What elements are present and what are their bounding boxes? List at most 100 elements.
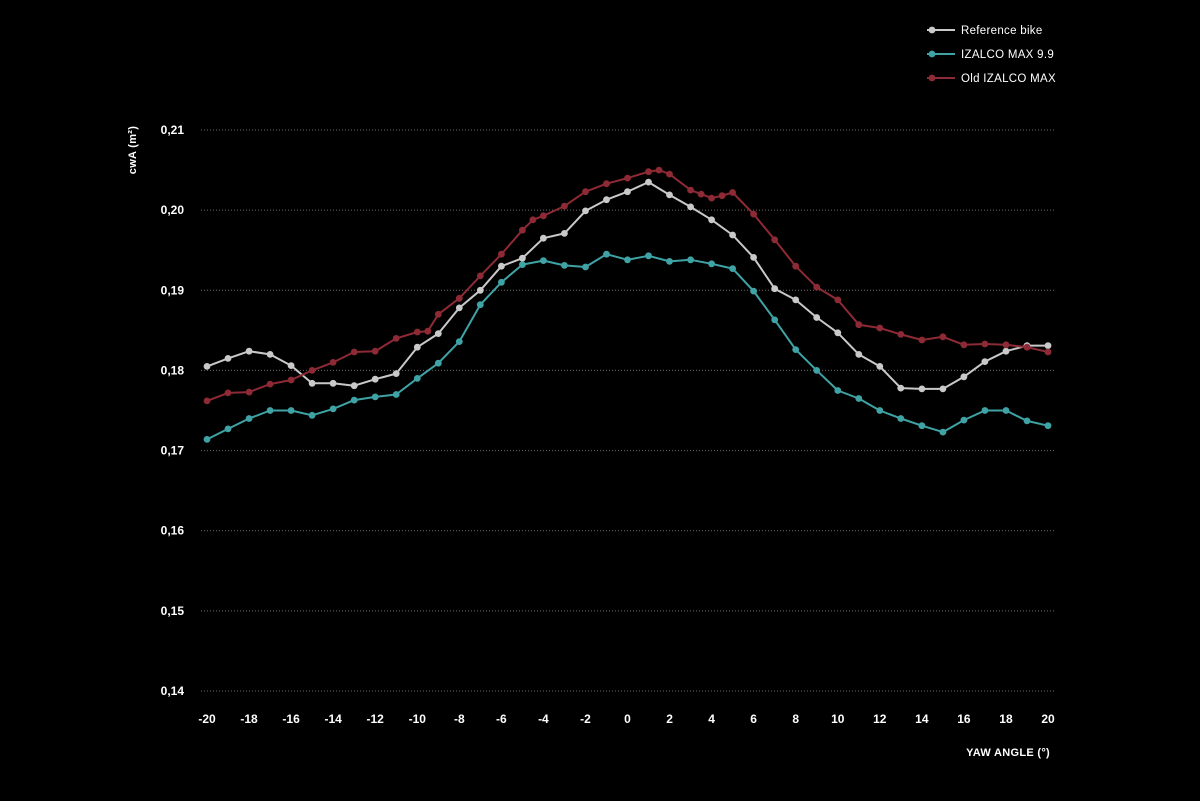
x-tick-label: -4 [538, 712, 549, 726]
data-point-reference-bike [939, 385, 947, 393]
data-point-reference-bike [371, 375, 379, 383]
data-point-izalco-max-9-9 [834, 387, 842, 394]
data-point-izalco-max-9-9 [897, 415, 905, 422]
data-point-izalco-max-9-9 [981, 407, 989, 414]
gridlines [201, 129, 1054, 692]
data-point-izalco-max-9-9 [498, 278, 505, 286]
data-point-old-izalco-max [476, 272, 484, 280]
data-point-reference-bike [981, 358, 989, 365]
data-point-reference-bike [666, 191, 673, 199]
x-axis-label: YAW ANGLE (°) [966, 747, 1050, 759]
x-axis-ticks: -20 -18 -16 -14 -12 -10 -8 -6 -4 -2 0 2 4 6 8 10 12 14 16 1… [198, 712, 1055, 726]
data-point-reference-bike [645, 178, 652, 186]
data-point-reference-bike [918, 385, 926, 393]
data-point-izalco-max-9-9 [224, 425, 232, 433]
data-point-izalco-max-9-9 [876, 407, 884, 414]
y-axis-label: cwA (m²) [127, 126, 139, 174]
legend-item-izalco-max-9-9: IZALCO MAX 9.9 [927, 49, 1054, 61]
x-tick-label: -6 [496, 712, 507, 726]
data-point-reference-bike [603, 196, 610, 204]
x-tick-label: 6 [750, 712, 757, 726]
data-point-old-izalco-max [371, 347, 379, 355]
data-point-reference-bike [708, 216, 715, 224]
x-tick-label: -12 [367, 712, 385, 726]
data-point-reference-bike [792, 296, 800, 304]
data-point-old-izalco-max [1002, 341, 1010, 349]
data-point-izalco-max-9-9 [561, 262, 568, 269]
data-point-old-izalco-max [687, 186, 694, 194]
data-point-old-izalco-max [918, 336, 926, 344]
data-point-old-izalco-max [655, 166, 663, 174]
y-axis-ticks: 0,21 0,20 0,19 0,18 0,17 0,16 0,15 0,14 [161, 123, 185, 698]
x-tick-label: 10 [831, 712, 845, 726]
data-point-izalco-max-9-9 [1044, 422, 1052, 430]
data-point-old-izalco-max [308, 367, 316, 374]
data-point-reference-bike [960, 373, 968, 381]
data-point-reference-bike [266, 351, 274, 358]
series-lines [203, 166, 1052, 443]
data-point-izalco-max-9-9 [813, 367, 821, 374]
data-point-reference-bike [750, 254, 757, 261]
data-point-old-izalco-max [897, 331, 905, 338]
data-point-reference-bike [582, 207, 589, 215]
data-point-old-izalco-max [718, 192, 726, 200]
series-izalco-max-9-9 [203, 250, 1052, 443]
data-point-old-izalco-max [413, 328, 421, 336]
data-point-reference-bike [834, 329, 842, 337]
data-point-izalco-max-9-9 [855, 395, 863, 402]
data-point-old-izalco-max [350, 348, 358, 356]
data-point-old-izalco-max [771, 236, 779, 244]
x-tick-label: 0 [624, 712, 631, 726]
data-point-reference-bike [540, 234, 547, 242]
data-point-reference-bike [413, 343, 421, 351]
data-point-old-izalco-max [529, 216, 537, 224]
y-tick-label: 0,21 [161, 123, 185, 137]
series-line-old-izalco-max [206, 169, 1049, 402]
data-point-izalco-max-9-9 [308, 411, 316, 419]
data-point-izalco-max-9-9 [603, 250, 610, 258]
data-point-izalco-max-9-9 [708, 260, 715, 268]
data-point-reference-bike [519, 254, 526, 262]
data-point-old-izalco-max [960, 341, 968, 349]
x-tick-label: -14 [324, 712, 342, 726]
data-point-old-izalco-max [245, 388, 253, 396]
data-point-old-izalco-max [1044, 348, 1052, 356]
legend-label: Reference bike [961, 25, 1043, 37]
x-tick-label: -16 [282, 712, 300, 726]
data-point-izalco-max-9-9 [582, 263, 589, 271]
data-point-izalco-max-9-9 [266, 407, 274, 414]
data-point-reference-bike [561, 230, 568, 237]
data-point-izalco-max-9-9 [1023, 417, 1031, 425]
data-point-old-izalco-max [266, 380, 274, 388]
data-point-izalco-max-9-9 [624, 256, 631, 264]
data-point-izalco-max-9-9 [476, 301, 484, 309]
data-point-reference-bike [1002, 347, 1010, 355]
data-point-old-izalco-max [750, 210, 757, 218]
x-tick-label: 16 [957, 712, 971, 726]
data-point-reference-bike [813, 314, 821, 321]
x-tick-label: -8 [454, 712, 465, 726]
data-point-old-izalco-max [708, 194, 715, 202]
data-point-old-izalco-max [561, 202, 568, 210]
legend-swatch-marker [928, 26, 936, 34]
data-point-reference-bike [897, 384, 905, 392]
data-point-old-izalco-max [792, 262, 800, 270]
data-point-reference-bike [392, 370, 400, 377]
data-point-old-izalco-max [582, 188, 589, 196]
y-tick-label: 0,18 [161, 363, 185, 377]
data-point-izalco-max-9-9 [350, 396, 358, 404]
data-point-izalco-max-9-9 [918, 422, 926, 430]
data-point-old-izalco-max [624, 174, 631, 182]
x-tick-label: 12 [873, 712, 887, 726]
data-point-izalco-max-9-9 [540, 257, 547, 264]
data-point-reference-bike [771, 285, 779, 293]
data-point-izalco-max-9-9 [960, 416, 968, 424]
data-point-izalco-max-9-9 [687, 256, 694, 264]
data-point-old-izalco-max [1023, 343, 1031, 351]
data-point-izalco-max-9-9 [392, 391, 400, 398]
data-point-izalco-max-9-9 [750, 287, 757, 295]
data-point-izalco-max-9-9 [729, 265, 736, 272]
x-tick-label: -2 [580, 712, 591, 726]
data-point-izalco-max-9-9 [203, 436, 211, 443]
